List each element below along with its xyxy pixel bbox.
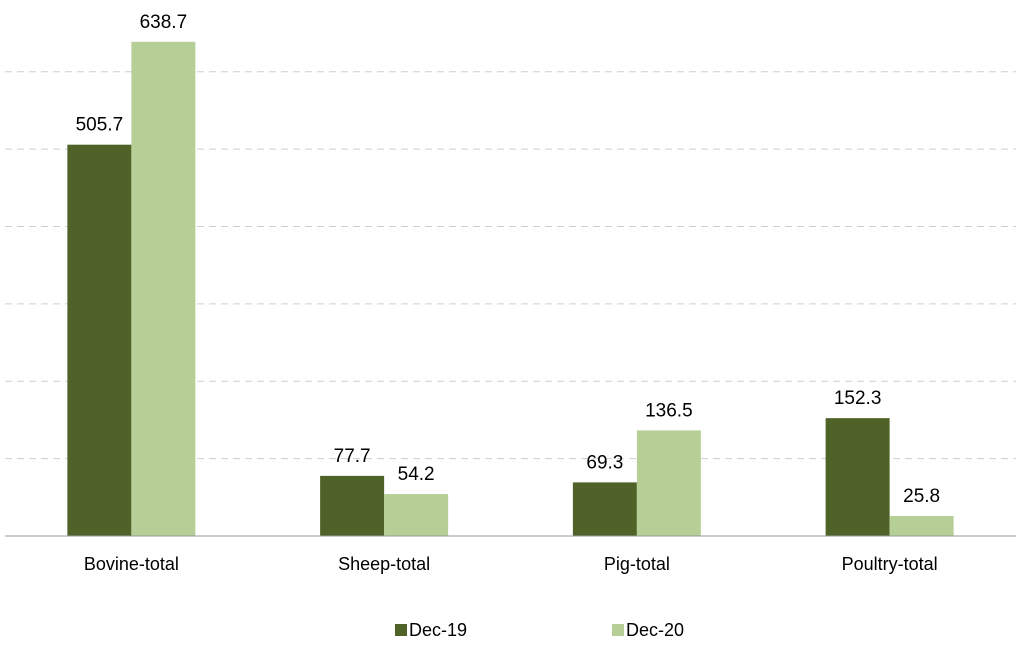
- category-label: Sheep-total: [338, 554, 430, 574]
- legend-swatch: [612, 624, 624, 636]
- legend-label: Dec-19: [409, 620, 467, 640]
- bar-dec-20-sheep-total: [384, 494, 449, 536]
- bar-dec-19-sheep-total: [320, 475, 385, 536]
- data-label: 505.7: [76, 115, 124, 136]
- data-label: 69.3: [586, 452, 623, 473]
- bar-dec-19-poultry-total: [825, 418, 890, 536]
- data-label: 25.8: [903, 486, 940, 507]
- data-label: 77.7: [334, 446, 371, 467]
- data-label: 54.2: [398, 464, 435, 485]
- data-label: 152.3: [834, 388, 882, 409]
- legend: Dec-19 Dec-20: [395, 620, 684, 640]
- bar-dec-19-pig-total: [572, 482, 637, 536]
- category-tick-labels: Bovine-total Sheep-total Pig-total Poultry-…: [84, 554, 938, 574]
- category-label: Bovine-total: [84, 554, 179, 574]
- bar-dec-19-bovine-total: [67, 144, 132, 537]
- data-labels: 505.7 638.7 77.7 54.2 69.3 136.5 152.3 25.8: [76, 12, 941, 507]
- legend-swatch: [395, 624, 407, 636]
- data-label: 638.7: [140, 12, 188, 33]
- bar-dec-20-poultry-total: [889, 516, 954, 536]
- legend-label: Dec-20: [626, 620, 684, 640]
- bar-dec-20-bovine-total: [131, 41, 196, 537]
- category-label: Poultry-total: [842, 554, 938, 574]
- category-label: Pig-total: [604, 554, 670, 574]
- bars: [67, 41, 954, 537]
- bar-dec-20-pig-total: [636, 430, 701, 536]
- data-label: 136.5: [645, 400, 693, 421]
